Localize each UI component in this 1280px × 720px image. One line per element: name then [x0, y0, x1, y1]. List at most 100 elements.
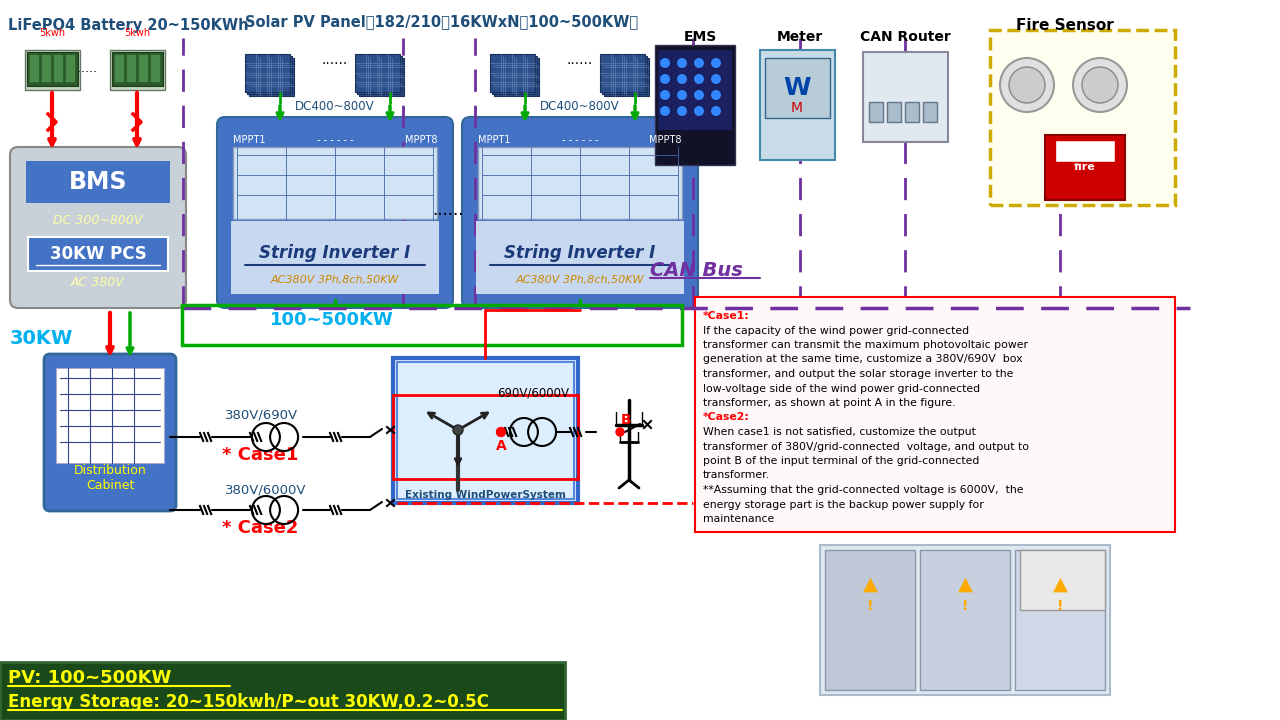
Circle shape	[660, 58, 669, 68]
Bar	[150, 54, 160, 82]
Text: AC 380V: AC 380V	[72, 276, 125, 289]
Circle shape	[1000, 58, 1053, 112]
Bar	[244, 54, 291, 92]
Text: If the capacity of the wind power grid-connected: If the capacity of the wind power grid-c…	[703, 325, 969, 336]
Text: - - - - - -: - - - - - -	[562, 135, 598, 145]
Text: ......: ......	[433, 201, 463, 219]
Bar	[0, 662, 564, 720]
Text: ▲: ▲	[863, 575, 878, 594]
Bar	[41, 54, 51, 82]
Bar	[1015, 550, 1105, 690]
Text: maintenance: maintenance	[703, 514, 774, 524]
Text: MPPT1: MPPT1	[233, 135, 265, 145]
Text: When case1 is not satisfied, customize the output: When case1 is not satisfied, customize t…	[703, 427, 975, 437]
Text: 380V/690V: 380V/690V	[225, 408, 298, 421]
Circle shape	[660, 90, 669, 100]
Circle shape	[694, 58, 704, 68]
Circle shape	[710, 90, 721, 100]
Bar	[110, 50, 165, 90]
Text: point B of the input terminal of the grid-connected: point B of the input terminal of the gri…	[703, 456, 979, 466]
Bar	[247, 56, 292, 94]
Text: fire: fire	[1074, 162, 1096, 172]
Text: DC400~800V: DC400~800V	[540, 100, 620, 113]
Text: 380V/6000V: 380V/6000V	[225, 484, 306, 497]
Circle shape	[710, 58, 721, 68]
Bar	[655, 45, 735, 165]
Text: transformer.: transformer.	[703, 470, 771, 480]
Text: EMS: EMS	[684, 30, 717, 44]
Bar	[477, 147, 682, 219]
Circle shape	[710, 106, 721, 116]
Bar	[863, 52, 948, 142]
Bar	[490, 54, 535, 92]
Text: MPPT1: MPPT1	[477, 135, 511, 145]
Text: 100~500KW: 100~500KW	[270, 311, 394, 329]
Text: Energy Storage: 20~150kwh/P~out 30KW,0.2~0.5C: Energy Storage: 20~150kwh/P~out 30KW,0.2…	[8, 693, 489, 711]
Bar	[989, 30, 1175, 205]
Bar	[113, 52, 163, 86]
Bar	[358, 58, 404, 96]
Text: Fire Sensor: Fire Sensor	[1016, 18, 1114, 33]
Bar	[887, 102, 901, 122]
Bar	[26, 50, 79, 90]
Text: transformer can transmit the maximum photovoltaic power: transformer can transmit the maximum pho…	[703, 340, 1028, 350]
Circle shape	[1073, 58, 1126, 112]
Circle shape	[497, 428, 506, 436]
Text: Distribution
Cabinet: Distribution Cabinet	[74, 464, 146, 492]
Text: AC380V 3Ph,8ch,50KW: AC380V 3Ph,8ch,50KW	[516, 275, 644, 285]
Text: ......: ......	[74, 61, 99, 74]
Bar	[820, 545, 1110, 695]
Text: W: W	[783, 76, 810, 100]
Circle shape	[677, 90, 687, 100]
Circle shape	[677, 58, 687, 68]
Bar	[182, 305, 682, 345]
Circle shape	[694, 74, 704, 84]
Bar	[905, 102, 919, 122]
Bar	[1044, 135, 1125, 200]
Text: DC 300~800V: DC 300~800V	[54, 214, 142, 227]
Text: AC380V 3Ph,8ch,50KW: AC380V 3Ph,8ch,50KW	[271, 275, 399, 285]
Circle shape	[453, 425, 463, 435]
Circle shape	[710, 74, 721, 84]
Circle shape	[694, 106, 704, 116]
Bar	[1020, 550, 1105, 610]
Bar	[492, 56, 538, 94]
Text: MPPT8: MPPT8	[404, 135, 436, 145]
Text: ▲: ▲	[1052, 575, 1068, 594]
Text: Meter: Meter	[777, 30, 823, 44]
Text: MPPT8: MPPT8	[649, 135, 682, 145]
Bar	[695, 297, 1175, 532]
Text: String Inverter I: String Inverter I	[260, 244, 411, 262]
Text: LiFePO4 Battery 20~150KWh: LiFePO4 Battery 20~150KWh	[8, 18, 248, 33]
Bar	[494, 58, 539, 96]
Text: M: M	[791, 101, 803, 115]
Bar	[397, 362, 573, 499]
Bar	[233, 147, 436, 219]
Circle shape	[616, 428, 625, 436]
Bar	[56, 368, 164, 463]
Circle shape	[677, 74, 687, 84]
Text: ▲: ▲	[957, 575, 973, 594]
Text: 5kwh: 5kwh	[38, 28, 65, 38]
Text: CAN Router: CAN Router	[860, 30, 950, 44]
Text: A: A	[495, 439, 507, 453]
Text: 5kwh: 5kwh	[124, 28, 150, 38]
Text: ......: ......	[567, 53, 593, 67]
Circle shape	[1082, 67, 1117, 103]
Circle shape	[660, 106, 669, 116]
Text: *Case2:: *Case2:	[703, 413, 750, 423]
Text: BMS: BMS	[69, 170, 127, 194]
Text: transformer of 380V/grid-connected  voltage, and output to: transformer of 380V/grid-connected volta…	[703, 441, 1029, 451]
Bar	[28, 237, 168, 271]
Bar	[476, 221, 684, 294]
Bar	[27, 52, 78, 86]
Bar	[604, 58, 649, 96]
Bar	[658, 50, 732, 130]
Bar	[65, 54, 76, 82]
FancyBboxPatch shape	[462, 117, 698, 308]
Text: transformer, and output the solar storage inverter to the: transformer, and output the solar storag…	[703, 369, 1014, 379]
Text: ......: ......	[321, 53, 348, 67]
Bar	[230, 221, 439, 294]
Text: !: !	[867, 599, 873, 613]
Bar	[920, 550, 1010, 690]
